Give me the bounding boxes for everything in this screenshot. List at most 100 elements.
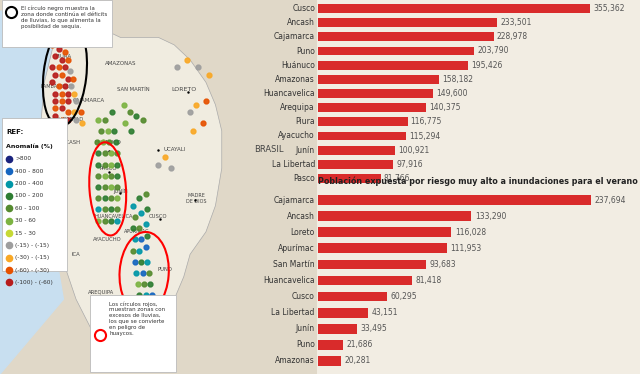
Text: CUSCO: CUSCO	[149, 214, 168, 220]
Text: Junín: Junín	[296, 324, 315, 333]
Text: (-60) - (-30): (-60) - (-30)	[15, 267, 49, 273]
Text: 140,375: 140,375	[429, 103, 460, 112]
Text: LAMBAYEQUE: LAMBAYEQUE	[40, 83, 74, 89]
Text: ANCASH: ANCASH	[59, 140, 81, 145]
Text: APURÍMAC: APURÍMAC	[124, 229, 149, 234]
Text: 81,418: 81,418	[415, 276, 442, 285]
Text: Huancavelica: Huancavelica	[264, 89, 315, 98]
Text: Cusco: Cusco	[292, 4, 315, 13]
Polygon shape	[41, 11, 222, 359]
Bar	[318, 61, 468, 70]
Bar	[318, 75, 439, 84]
Text: (-15) - (-15): (-15) - (-15)	[15, 243, 49, 248]
Text: San Martín: San Martín	[273, 260, 315, 269]
Text: 116,775: 116,775	[411, 117, 442, 126]
Text: Pasco: Pasco	[293, 174, 315, 183]
Text: SAN MARTÍN: SAN MARTÍN	[116, 87, 149, 92]
Text: LA LIBERTAD: LA LIBERTAD	[50, 117, 83, 122]
Text: 100 - 200: 100 - 200	[15, 193, 44, 199]
Text: 149,600: 149,600	[436, 89, 467, 98]
Text: CAJAMARCA: CAJAMARCA	[73, 98, 105, 104]
Text: AMAZONAS: AMAZONAS	[104, 61, 136, 66]
Text: 111,953: 111,953	[451, 244, 481, 253]
Text: 81,766: 81,766	[384, 174, 410, 183]
Bar	[318, 340, 343, 350]
Text: 43,151: 43,151	[371, 308, 397, 317]
Bar	[318, 227, 451, 237]
Text: TACNA: TACNA	[109, 345, 125, 350]
Text: 116,028: 116,028	[455, 228, 486, 237]
Text: PIURA: PIURA	[55, 53, 72, 59]
Text: El círculo negro muestra la
zona donde continúa el déficits
de lluvias, lo que a: El círculo negro muestra la zona donde c…	[20, 6, 107, 28]
Text: 228,978: 228,978	[497, 32, 528, 42]
Bar	[318, 195, 591, 205]
Polygon shape	[0, 11, 63, 374]
Text: BRASIL: BRASIL	[255, 145, 284, 154]
Text: TUMBES: TUMBES	[43, 24, 65, 29]
Text: Arequipa: Arequipa	[280, 103, 315, 112]
Bar	[318, 307, 368, 318]
Text: HUÁNUCO: HUÁNUCO	[94, 140, 121, 145]
Text: (-30) - (-15): (-30) - (-15)	[15, 255, 49, 260]
Text: 30 - 60: 30 - 60	[15, 218, 36, 223]
Bar	[318, 260, 426, 269]
Text: 158,182: 158,182	[442, 75, 474, 84]
Text: Loreto: Loreto	[291, 228, 315, 237]
Bar	[318, 47, 474, 55]
Text: 237,694: 237,694	[595, 196, 627, 205]
Text: Cajamarca: Cajamarca	[273, 196, 315, 205]
Text: Ayacucho: Ayacucho	[278, 132, 315, 141]
Bar	[318, 132, 406, 140]
Bar	[318, 33, 493, 41]
Text: 20,281: 20,281	[345, 356, 371, 365]
FancyBboxPatch shape	[90, 295, 176, 372]
Text: 100,921: 100,921	[399, 145, 429, 155]
Text: Amazonas: Amazonas	[275, 356, 315, 365]
Text: Piura: Piura	[296, 117, 315, 126]
Text: MADRE
DE DIOS: MADRE DE DIOS	[186, 193, 207, 203]
Bar	[318, 324, 356, 334]
Text: 93,683: 93,683	[429, 260, 456, 269]
Text: Población expuesta por riesgo muy alto a inundaciones para el verano 2025: Población expuesta por riesgo muy alto a…	[318, 177, 640, 186]
Text: LORETO: LORETO	[171, 87, 196, 92]
Bar	[318, 243, 447, 254]
Text: 233,501: 233,501	[500, 18, 531, 27]
Text: 21,686: 21,686	[346, 340, 373, 349]
Bar	[318, 356, 341, 366]
Text: Cusco: Cusco	[292, 292, 315, 301]
Bar	[318, 89, 433, 98]
Bar	[318, 160, 393, 169]
Text: (-100) - (-60): (-100) - (-60)	[15, 280, 53, 285]
Text: Apurímac: Apurímac	[278, 244, 315, 253]
Text: 400 - 800: 400 - 800	[15, 169, 44, 174]
Bar	[318, 211, 471, 221]
Text: MOQUEGUA: MOQUEGUA	[112, 323, 141, 328]
Text: 60,295: 60,295	[391, 292, 417, 301]
Text: 133,290: 133,290	[475, 212, 506, 221]
Text: 115,294: 115,294	[410, 132, 441, 141]
Text: Los círculos rojos,
muestran zonas con
excesos de lluvias,
los que se convierte
: Los círculos rojos, muestran zonas con e…	[109, 301, 165, 335]
Text: Puno: Puno	[296, 46, 315, 55]
Text: 200 - 400: 200 - 400	[15, 181, 44, 186]
Text: 203,790: 203,790	[477, 46, 509, 55]
Text: ICA: ICA	[72, 252, 81, 257]
Text: Anomalía (%): Anomalía (%)	[6, 144, 53, 150]
Text: >800: >800	[15, 156, 31, 162]
Text: AYACUCHO: AYACUCHO	[93, 237, 122, 242]
Text: 355,362: 355,362	[593, 4, 625, 13]
Bar	[318, 292, 387, 301]
Text: Huánuco: Huánuco	[281, 61, 315, 70]
Text: Amazonas: Amazonas	[275, 75, 315, 84]
Bar	[318, 146, 396, 154]
Text: La Libertad: La Libertad	[271, 308, 315, 317]
Bar	[318, 117, 408, 126]
Text: 33,495: 33,495	[360, 324, 387, 333]
Bar	[318, 18, 497, 27]
Text: Huancavelica: Huancavelica	[263, 276, 315, 285]
FancyBboxPatch shape	[1, 0, 113, 47]
Text: AREQUIPA: AREQUIPA	[88, 289, 115, 294]
FancyBboxPatch shape	[1, 118, 67, 271]
Bar	[318, 174, 381, 183]
Polygon shape	[0, 0, 317, 374]
Text: Puno: Puno	[296, 340, 315, 349]
